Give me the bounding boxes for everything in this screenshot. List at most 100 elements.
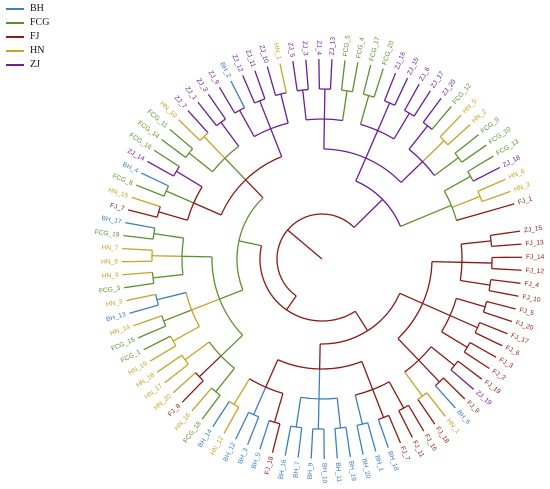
legend-swatch-fj: [6, 36, 24, 38]
branch: [220, 121, 240, 147]
branch: [444, 175, 471, 192]
branch: [143, 335, 171, 351]
tip-label: BH_2: [218, 61, 232, 79]
branch-arc: [236, 197, 264, 291]
tip-label: FCG_15: [110, 336, 136, 352]
branch: [483, 311, 513, 323]
branch: [456, 211, 486, 222]
branch: [153, 149, 180, 168]
tip-label: BH_12: [222, 441, 237, 463]
branch: [451, 195, 481, 209]
branch: [137, 325, 167, 339]
branch: [218, 86, 236, 114]
branch: [318, 343, 321, 369]
tip-label: ZJ_9: [207, 70, 221, 86]
branch: [271, 423, 281, 453]
branch: [295, 397, 302, 428]
branch: [365, 198, 384, 216]
tip-label: BH_19: [347, 460, 357, 481]
tip-label: FJ_13: [525, 239, 544, 247]
branch: [479, 321, 508, 335]
branch-arc: [467, 171, 474, 182]
branch: [469, 342, 497, 358]
branch: [156, 291, 187, 301]
branch: [356, 425, 364, 455]
branch-arc: [323, 148, 402, 183]
legend-item-fcg: FCG: [6, 16, 49, 30]
branch-arc: [228, 400, 240, 408]
tip-label: ZJ_16: [394, 51, 407, 71]
branch: [413, 90, 431, 117]
branch: [447, 124, 471, 146]
branch: [287, 229, 323, 260]
branch: [423, 204, 452, 218]
tip-label: FJ_14: [526, 254, 545, 261]
branch-arc: [199, 132, 209, 141]
legend-item-hn: HN: [6, 44, 49, 58]
tip-label: ZJ_3: [195, 77, 209, 93]
tip-label: ZJ_15: [406, 56, 420, 76]
branch: [172, 372, 197, 394]
branch: [430, 346, 455, 367]
branch-arc: [404, 109, 415, 117]
legend-label-fcg: FCG: [30, 17, 50, 28]
branch: [404, 371, 423, 397]
branch: [334, 428, 338, 459]
legend-swatch-bh: [6, 8, 24, 10]
branch: [197, 101, 218, 127]
tip-label: ZJ_20: [441, 78, 458, 97]
tip-label: FCG_17: [368, 36, 381, 62]
tip-label: HN_15: [107, 187, 129, 200]
branch: [472, 166, 501, 182]
branch: [123, 234, 154, 240]
branch: [125, 222, 155, 229]
tip-label: BH_18: [386, 450, 399, 472]
branch: [131, 196, 161, 208]
tip-label: ZJ_14: [126, 148, 146, 163]
branch-arc: [155, 294, 160, 306]
tip-label: FJ_2: [491, 368, 507, 382]
branch: [365, 130, 379, 159]
tip-label: FJ_19: [483, 379, 502, 396]
legend-label-bh: BH: [30, 3, 44, 14]
branch: [254, 70, 266, 100]
branch: [359, 95, 370, 125]
branch: [456, 297, 486, 308]
branch-arc: [360, 123, 395, 140]
branch: [152, 273, 183, 279]
branch: [477, 178, 506, 192]
branch: [488, 289, 519, 297]
tip-label: FJ_18: [434, 426, 450, 445]
legend: BH FCG FJ HN ZJ: [6, 2, 49, 72]
tip-label: FJ_18: [264, 456, 275, 476]
branch: [353, 215, 367, 228]
branch: [426, 392, 446, 417]
branch: [317, 398, 320, 429]
branch: [152, 255, 183, 257]
tip-label: FJ_17: [510, 332, 530, 345]
tip-label: ZJ_17: [430, 70, 446, 89]
branch: [164, 363, 189, 384]
tip-label: ZJ_11: [244, 49, 257, 68]
branch-arc: [216, 118, 226, 127]
branch: [297, 427, 303, 458]
branch-arc: [276, 213, 355, 297]
branch: [341, 90, 348, 121]
branch: [188, 152, 213, 173]
branch: [191, 298, 220, 311]
branch: [259, 420, 270, 450]
branch: [422, 302, 451, 317]
tip-label: BH_13: [105, 311, 127, 323]
legend-label-hn: HN: [30, 45, 45, 56]
tip-label: HN_8: [101, 258, 118, 265]
branch: [292, 61, 298, 91]
branch-arc: [443, 190, 458, 221]
branch: [461, 240, 492, 245]
branch: [203, 136, 226, 159]
branch-arc: [463, 342, 471, 353]
tip-label: HN_6: [508, 168, 527, 181]
branch-arc: [161, 315, 167, 327]
tip-label: ZJ_3: [301, 41, 309, 57]
branch: [336, 398, 342, 429]
branch: [490, 230, 521, 236]
